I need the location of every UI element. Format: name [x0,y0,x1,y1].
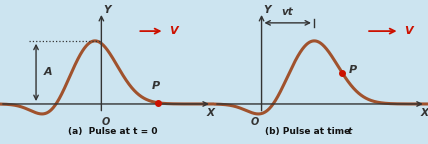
Text: V: V [169,26,178,36]
Text: A: A [44,67,53,77]
Text: vt: vt [282,6,294,17]
Text: O: O [101,117,110,127]
Text: t: t [348,127,352,136]
Text: V: V [404,26,413,36]
Text: P: P [152,81,160,91]
Text: X: X [420,108,428,119]
Text: (a)  Pulse at t = 0: (a) Pulse at t = 0 [68,127,158,136]
Text: Y: Y [103,5,111,15]
Text: (b) Pulse at time: (b) Pulse at time [265,127,353,136]
Text: Y: Y [264,5,271,15]
Text: P: P [348,65,357,75]
Text: X: X [207,108,214,119]
Text: O: O [251,117,259,127]
